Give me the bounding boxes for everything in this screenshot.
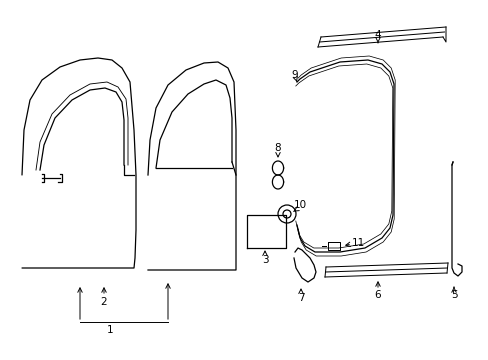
Circle shape — [283, 210, 290, 218]
Text: 6: 6 — [374, 290, 381, 300]
Text: 2: 2 — [101, 297, 107, 307]
Text: 7: 7 — [297, 293, 304, 303]
Circle shape — [278, 205, 295, 223]
Text: 11: 11 — [351, 238, 364, 248]
Text: 8: 8 — [274, 143, 281, 153]
Text: 4: 4 — [374, 30, 381, 40]
Text: 10: 10 — [293, 200, 306, 210]
Text: 1: 1 — [106, 325, 113, 335]
Text: 9: 9 — [291, 70, 298, 80]
Text: 3: 3 — [261, 255, 268, 265]
Text: 5: 5 — [451, 290, 457, 300]
